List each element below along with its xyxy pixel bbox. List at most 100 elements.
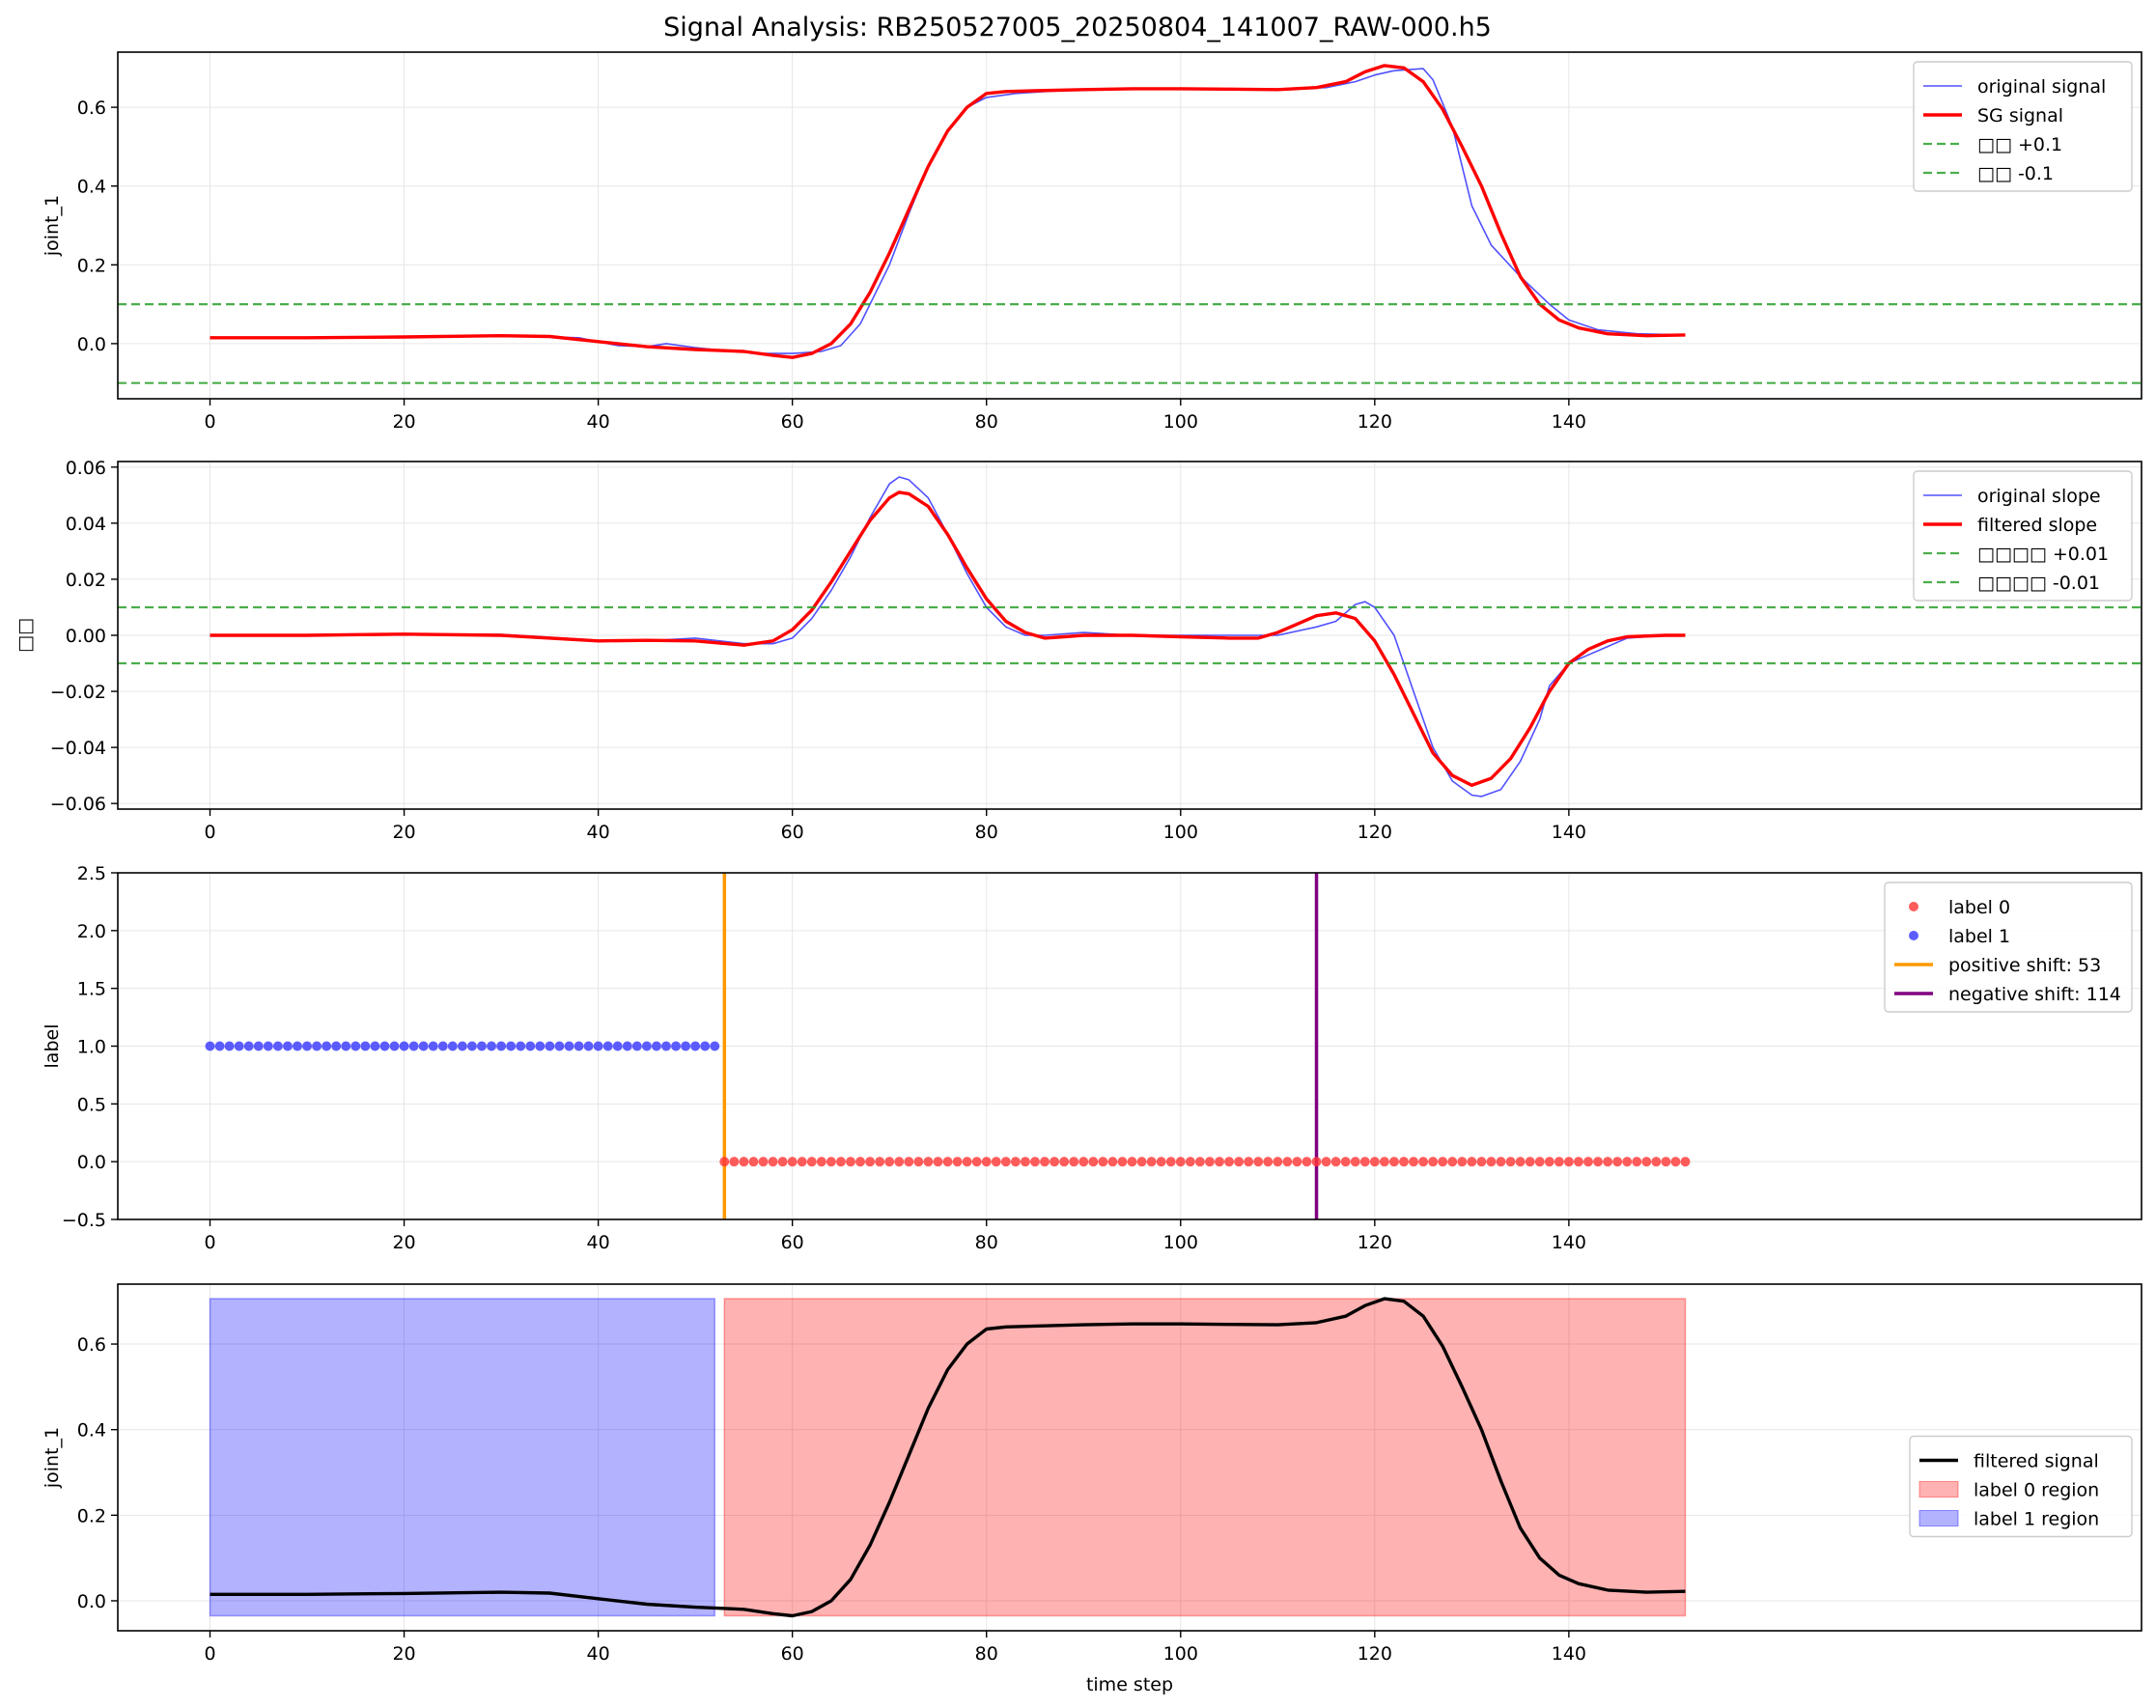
y-tick-label: 2.0 <box>77 921 106 942</box>
label-0-point <box>1409 1157 1419 1167</box>
label-1-point <box>545 1041 555 1051</box>
x-tick-label: 140 <box>1552 822 1586 843</box>
label-1-point <box>331 1041 342 1051</box>
label-1-point <box>466 1041 477 1051</box>
x-tick-label: 100 <box>1163 411 1198 433</box>
y-axis-label: joint_1 <box>42 195 63 257</box>
label-0-point <box>1020 1157 1030 1167</box>
label-1-point <box>641 1041 652 1051</box>
y-tick-label: 0.00 <box>66 626 106 647</box>
y-tick-label: 0.06 <box>66 458 106 479</box>
label-0-point <box>904 1157 914 1167</box>
label-0-point <box>933 1157 943 1167</box>
label-1-point <box>322 1041 332 1051</box>
label-1-point <box>535 1041 546 1051</box>
label-1-point <box>437 1041 448 1051</box>
label-0-point <box>1447 1157 1458 1167</box>
label-1-point <box>631 1041 642 1051</box>
label-0-point <box>865 1157 876 1167</box>
label-1-point <box>263 1041 273 1051</box>
label-1-point <box>224 1041 235 1051</box>
label-0-point <box>729 1157 740 1167</box>
label-0-point <box>875 1157 885 1167</box>
x-tick-label: 40 <box>587 1643 610 1665</box>
label-0-point <box>913 1157 924 1167</box>
label-0-point <box>971 1157 982 1167</box>
label-0-point <box>1263 1157 1274 1167</box>
label-0-point <box>884 1157 895 1167</box>
x-tick-label: 100 <box>1163 1232 1198 1253</box>
label-1-point <box>370 1041 380 1051</box>
legend-label: □□ +0.1 <box>1977 134 2062 155</box>
label-0-point <box>1234 1157 1245 1167</box>
label-0-point <box>835 1157 846 1167</box>
label-0-point <box>1398 1157 1409 1167</box>
label-1-point <box>574 1041 584 1051</box>
label-1-point <box>243 1041 254 1051</box>
label-0-point <box>1359 1157 1370 1167</box>
y-tick-label: 0.6 <box>77 1334 106 1356</box>
label-1-point <box>389 1041 400 1051</box>
label-0-point <box>1388 1157 1399 1167</box>
legend-label: □□ -0.1 <box>1977 163 2054 184</box>
region-label-1 <box>209 1298 715 1617</box>
y-tick-label: 0.2 <box>77 255 106 276</box>
label-0-point <box>1651 1157 1662 1167</box>
label-0-point <box>1369 1157 1380 1167</box>
label-0-point <box>1554 1157 1564 1167</box>
x-tick-label: 60 <box>781 1232 804 1253</box>
label-0-point <box>942 1157 953 1167</box>
label-0-point <box>1612 1157 1623 1167</box>
label-0-point <box>1311 1157 1322 1167</box>
label-0-point <box>1194 1157 1205 1167</box>
label-0-point <box>1088 1157 1099 1167</box>
label-0-point <box>797 1157 807 1167</box>
label-0-point <box>1496 1157 1506 1167</box>
label-0-point <box>1428 1157 1439 1167</box>
legend-label: SG signal <box>1977 105 2063 126</box>
label-0-point <box>1010 1157 1021 1167</box>
series-line-2 <box>210 490 1686 787</box>
label-1-point <box>602 1041 613 1051</box>
x-tick-label: 80 <box>975 822 998 843</box>
label-0-point <box>1622 1157 1633 1167</box>
label-0-point <box>991 1157 1001 1167</box>
label-1-point <box>525 1041 536 1051</box>
label-0-point <box>1244 1157 1254 1167</box>
x-axis-label: time step <box>1086 1674 1173 1695</box>
y-tick-label: 2.5 <box>77 863 106 884</box>
x-tick-label: 20 <box>392 822 415 843</box>
x-tick-label: 140 <box>1552 1643 1586 1665</box>
label-0-point <box>806 1157 817 1167</box>
y-tick-label: 0.6 <box>77 98 106 119</box>
label-0-point <box>1486 1157 1497 1167</box>
label-1-point <box>700 1041 711 1051</box>
x-tick-label: 20 <box>392 411 415 433</box>
y-tick-label: 0.0 <box>77 334 106 355</box>
label-1-point <box>379 1041 390 1051</box>
panel-2: 0 20 40 60 80 100 120 140 −0.06 −0.04 −0.02 0.00 0.0… <box>14 458 2142 843</box>
label-1-point <box>341 1041 351 1051</box>
label-1-point <box>272 1041 283 1051</box>
figure-title: Signal Analysis: RB250527005_20250804_14… <box>663 13 1492 42</box>
legend-label: □□□□ -0.01 <box>1977 573 2100 594</box>
label-1-point <box>651 1041 661 1051</box>
y-tick-label: −0.06 <box>50 794 106 815</box>
label-1-point <box>487 1041 497 1051</box>
y-axis-label: joint_1 <box>42 1427 63 1489</box>
label-0-point <box>1185 1157 1195 1167</box>
label-1-point <box>516 1041 526 1051</box>
label-0-point <box>1505 1157 1516 1167</box>
x-tick-label: 40 <box>587 411 610 433</box>
legend-box <box>1913 61 2133 192</box>
label-0-point <box>1165 1157 1176 1167</box>
label-0-point <box>1302 1157 1312 1167</box>
panels: 0 20 40 60 80 100 120 1400.00.20.40.6joint_1ori… <box>14 51 2142 1695</box>
label-0-point <box>1534 1157 1545 1167</box>
x-tick-label: 0 <box>204 1643 215 1665</box>
label-1-point <box>710 1041 720 1051</box>
label-0-point <box>1136 1157 1147 1167</box>
x-tick-label: 20 <box>392 1232 415 1253</box>
legend: filtered signal label 0 region label 1 reg… <box>1909 1435 2133 1538</box>
